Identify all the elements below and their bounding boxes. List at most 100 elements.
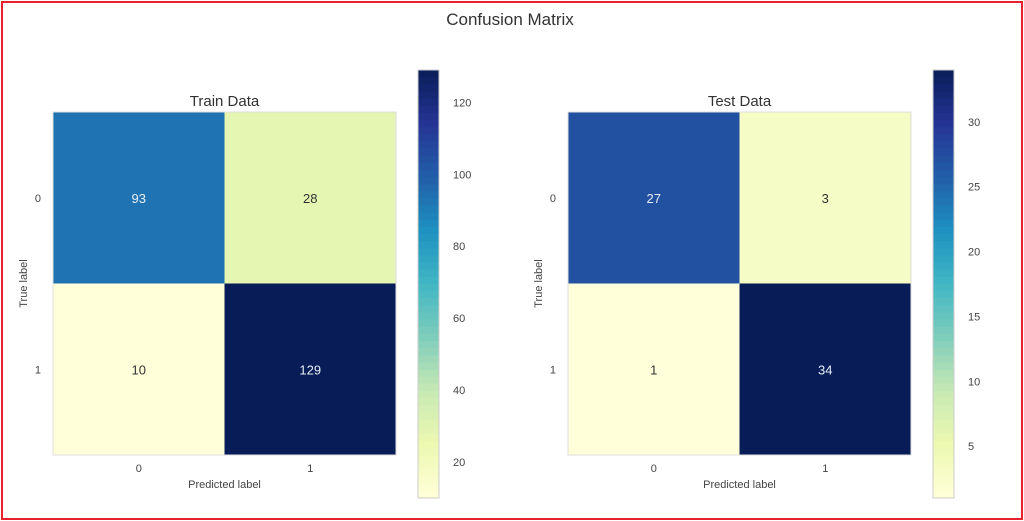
colorbar-segment (418, 398, 439, 406)
colorbar-segment (418, 234, 439, 242)
colorbar-tick-label: 10 (968, 376, 980, 388)
colorbar-segment (418, 141, 439, 150)
colorbar-segment (418, 341, 439, 349)
colorbar-segment (933, 119, 954, 128)
colorbar-segment (418, 226, 439, 235)
colorbar-segment (933, 312, 954, 321)
colorbar-segment (418, 248, 439, 257)
y-tick-label: 0 (35, 193, 41, 205)
colorbar-tick-label: 20 (453, 457, 465, 469)
cell-value-label: 28 (303, 191, 317, 206)
colorbar-segment (933, 262, 954, 271)
figure-title: Confusion Matrix (446, 10, 574, 29)
colorbar-segment (933, 98, 954, 107)
colorbar-segment (418, 148, 439, 157)
colorbar-segment (933, 326, 954, 335)
heatmap-cell (568, 283, 740, 455)
y-tick-label: 0 (550, 193, 556, 205)
colorbar-segment (933, 219, 954, 228)
colorbar-segment (933, 376, 954, 385)
heatmap-cell (568, 112, 740, 284)
colorbar-segment (933, 476, 954, 485)
cell-value-label: 3 (822, 191, 829, 206)
colorbar-segment (418, 112, 439, 121)
colorbar-tick-label: 40 (453, 385, 465, 397)
cell-value-label: 129 (299, 362, 321, 377)
colorbar-segment (418, 70, 439, 78)
heatmap-cell (739, 283, 911, 455)
heatmap-cell (53, 112, 225, 284)
colorbar-segment (933, 177, 954, 185)
colorbar-segment (933, 362, 954, 371)
colorbar-segment (933, 77, 954, 85)
colorbar-segment (933, 405, 954, 413)
colorbar-segment (418, 269, 439, 278)
colorbar-segment (418, 84, 439, 92)
colorbar-tick-label: 20 (968, 247, 980, 259)
colorbar-segment (418, 241, 439, 249)
colorbar-segment (418, 355, 439, 364)
colorbar-segment (418, 276, 439, 285)
colorbar-segment (418, 376, 439, 385)
colorbar-segment (933, 419, 954, 428)
x-tick-label: 0 (136, 463, 142, 475)
colorbar-segment (933, 469, 954, 478)
cell-value-label: 1 (650, 362, 657, 377)
colorbar-tick-label: 25 (968, 182, 980, 194)
colorbar-segment (418, 205, 439, 214)
colorbar-segment (418, 91, 439, 100)
colorbar-segment (418, 391, 439, 399)
colorbar-segment (933, 169, 954, 178)
colorbar-segment (933, 455, 954, 463)
colorbar-segment (933, 127, 954, 135)
colorbar-segment (418, 448, 439, 456)
colorbar-segment (418, 419, 439, 428)
colorbar-segment (418, 333, 439, 342)
colorbar-segment (933, 276, 954, 285)
x-axis-label: Predicted label (703, 479, 776, 491)
colorbar-segment (418, 455, 439, 463)
colorbar-segment (418, 348, 439, 356)
colorbar-segment (933, 191, 954, 199)
colorbar-segment (933, 333, 954, 342)
colorbar-segment (418, 298, 439, 306)
colorbar-segment (933, 348, 954, 356)
colorbar-segment (933, 91, 954, 100)
colorbar-segment (933, 426, 954, 435)
y-axis-label: True label (533, 259, 545, 308)
heatmap-border (52, 111, 397, 456)
colorbar-segment (418, 169, 439, 178)
colorbar-segment (933, 184, 954, 192)
colorbar-segment (933, 269, 954, 278)
colorbar-segment (933, 84, 954, 92)
colorbar-segment (933, 198, 954, 207)
colorbar-segment (418, 412, 439, 421)
colorbar-segment (418, 284, 439, 292)
colorbar-segment (418, 105, 439, 114)
colorbar-segment (418, 362, 439, 371)
colorbar-border (417, 69, 440, 499)
colorbar-segment (418, 291, 439, 299)
colorbar-segment (933, 305, 954, 314)
colorbar-segment (933, 255, 954, 264)
cell-value-label: 34 (818, 362, 832, 377)
x-tick-label: 1 (822, 463, 828, 475)
cell-value-label: 10 (132, 362, 146, 377)
colorbar-segment (418, 77, 439, 85)
heatmap-cell (224, 283, 396, 455)
colorbar-segment (933, 212, 954, 221)
colorbar-segment (933, 248, 954, 257)
colorbar-segment (933, 483, 954, 492)
colorbar-segment (933, 440, 954, 449)
colorbar-tick-label: 15 (968, 311, 980, 323)
colorbar-segment (933, 112, 954, 121)
colorbar-segment (418, 369, 439, 378)
y-tick-label: 1 (35, 364, 41, 376)
colorbar-segment (933, 148, 954, 157)
colorbar-segment (933, 284, 954, 292)
colorbar-segment (418, 319, 439, 328)
colorbar-segment (933, 462, 954, 471)
colorbar-segment (418, 191, 439, 199)
